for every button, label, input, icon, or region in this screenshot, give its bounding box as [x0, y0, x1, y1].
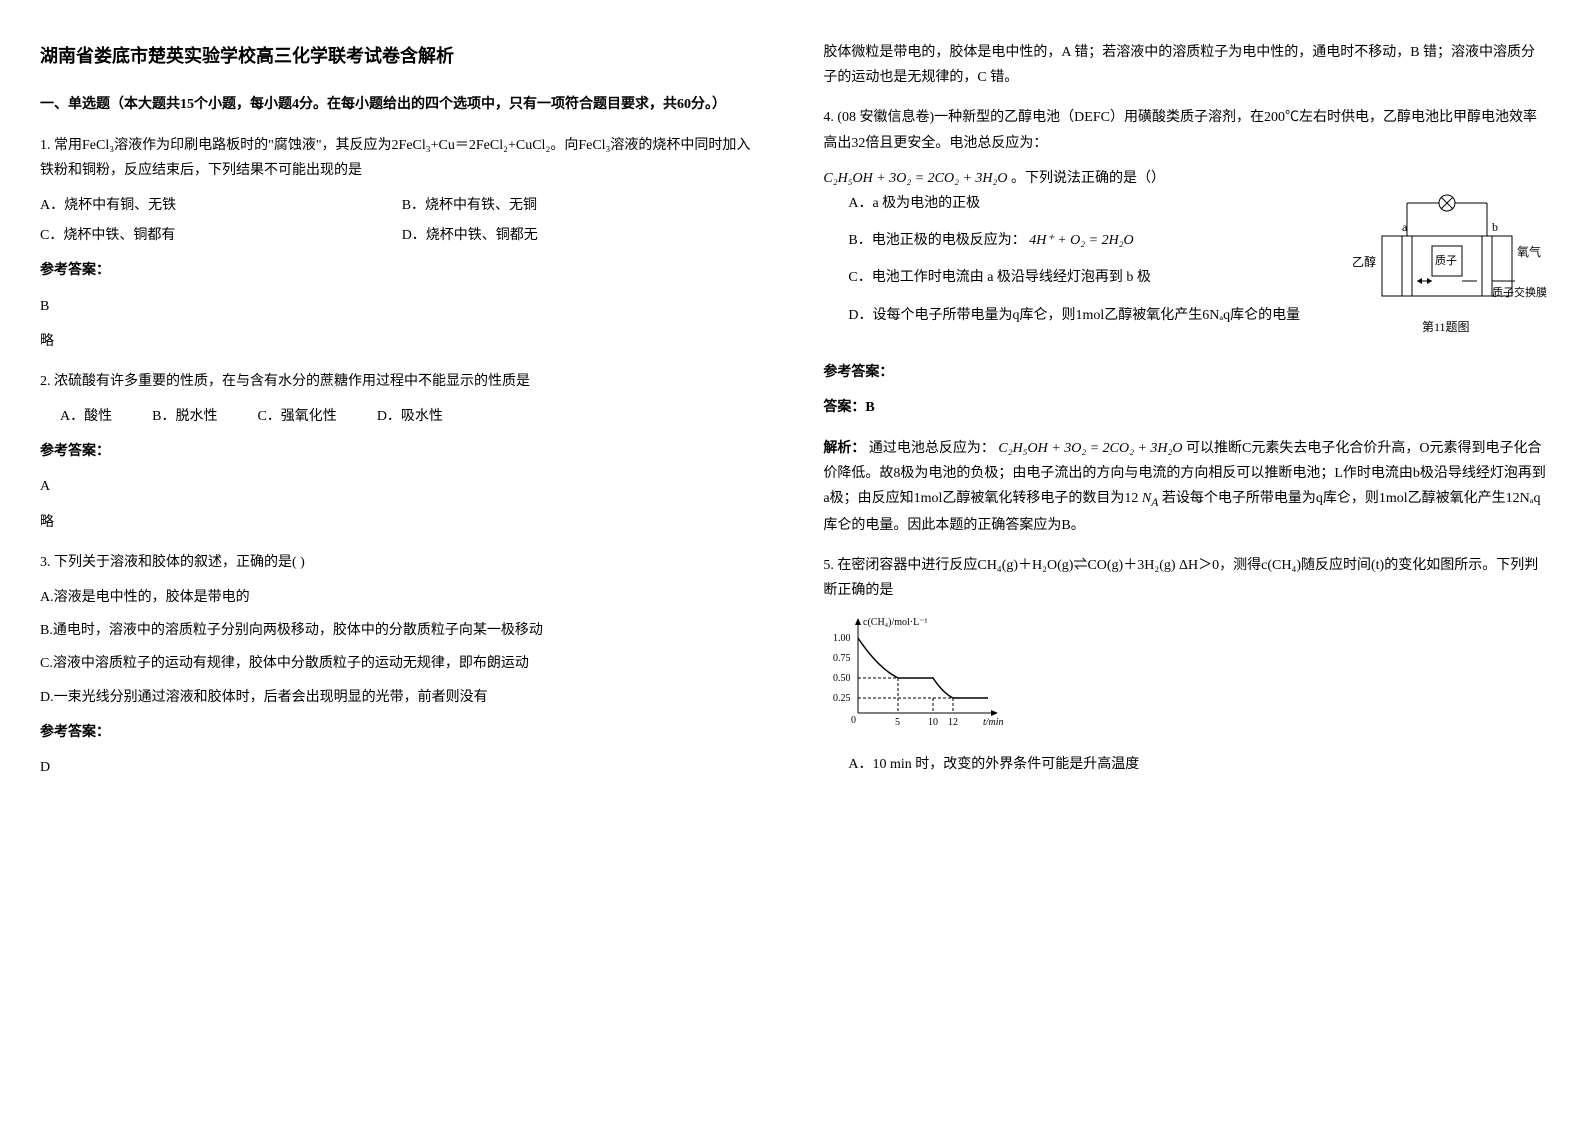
q1-answer: B	[40, 294, 763, 319]
q3-options: A.溶液是电中性的，胶体是带电的 B.通电时，溶液中的溶质粒子分别向两极移动，胶…	[40, 585, 763, 710]
q1-option-c: C．烧杯中铁、铜都有	[40, 223, 402, 248]
q1-answer-label: 参考答案：	[40, 258, 763, 283]
q4-text: 4. (08 安徽信息卷)一种新型的乙醇电池（DEFC）用磺酸类质子溶剂，在20…	[823, 105, 1546, 155]
q1-option-b: B．烧杯中有铁、无铜	[402, 193, 764, 218]
q5-chart: c(CH₄)/mol·L⁻¹ t/min 1.00 0.75 0.50 0.25…	[823, 613, 1546, 742]
q4-exp-prefix: 解析：	[823, 441, 865, 456]
q3-option-d: D.一束光线分别通过溶液和胶体时，后者会出现明显的光带，前者则没有	[40, 685, 763, 710]
chart-xlabel: t/min	[983, 717, 1004, 728]
q2-note: 略	[40, 510, 763, 535]
q1-option-d: D．烧杯中铁、铜都无	[402, 223, 764, 248]
concentration-chart: c(CH₄)/mol·L⁻¹ t/min 1.00 0.75 0.50 0.25…	[823, 613, 1023, 733]
q4-answer-label: 参考答案：	[823, 360, 1546, 385]
q3-explanation: 胶体微粒是带电的，胶体是电中性的，A 错；若溶液中的溶质粒子为电中性的，通电时不…	[823, 40, 1546, 90]
xtick-12: 12	[948, 717, 958, 728]
question-3: 3. 下列关于溶液和胶体的叙述，正确的是( ) A.溶液是电中性的，胶体是带电的…	[40, 550, 763, 780]
q4-exp-formula: C₂H₅OH + 3O₂ = 2CO₂ + 3H₂O	[998, 441, 1182, 456]
ytick-05: 0.50	[833, 673, 851, 684]
ytick-025: 0.25	[833, 693, 851, 704]
q2-option-c: C．强氧化性	[257, 404, 336, 429]
ytick-075: 0.75	[833, 653, 851, 664]
q2-answer-label: 参考答案：	[40, 439, 763, 464]
q2-option-b: B．脱水性	[152, 404, 217, 429]
q3-option-a: A.溶液是电中性的，胶体是带电的	[40, 585, 763, 610]
xtick-5: 5	[895, 717, 900, 728]
fuel-cell-diagram: a b 质子 乙醇 氧气 质子交换膜 第11题图	[1347, 191, 1547, 341]
right-column: 胶体微粒是带电的，胶体是电中性的，A 错；若溶液中的溶质粒子为电中性的，通电时不…	[823, 40, 1546, 795]
q4-option-b-formula: 4H⁺ + O₂ = 2H₂O	[1029, 233, 1133, 248]
xtick-10: 10	[928, 717, 938, 728]
document-title: 湖南省娄底市楚英实验学校高三化学联考试卷含解析	[40, 40, 763, 72]
ytick-0: 0	[851, 715, 856, 726]
ytick-1: 1.00	[833, 633, 851, 644]
q2-option-a: A．酸性	[60, 404, 112, 429]
q5-text: 5. 在密闭容器中进行反应CH₄(g)＋H₂O(g)⇌CO(g)＋3H₂(g) …	[823, 553, 1546, 603]
q2-option-d: D．吸水性	[377, 404, 443, 429]
q2-answer: A	[40, 474, 763, 499]
q4-diagram: a b 质子 乙醇 氧气 质子交换膜 第11题图	[1347, 191, 1547, 350]
diagram-a-label: a	[1402, 220, 1408, 234]
q4-answer: 答案：B	[823, 395, 1546, 420]
question-1: 1. 常用FeCl₃溶液作为印刷电路板时的"腐蚀液"，其反应为2FeCl₃+Cu…	[40, 133, 763, 354]
q4-formula-line: C₂H₅OH + 3O₂ = 2CO₂ + 3H₂O 。下列说法正确的是（）	[823, 166, 1546, 191]
q3-option-c: C.溶液中溶质粒子的运动有规律，胶体中分散质粒子的运动无规律，即布朗运动	[40, 651, 763, 676]
diagram-right-label: 氧气	[1517, 244, 1541, 259]
diagram-left-label: 乙醇	[1352, 254, 1376, 269]
q4-option-b: B．电池正极的电极反应为：	[848, 233, 1025, 248]
q3-answer: D	[40, 755, 763, 780]
q5-option-a: A．10 min 时，改变的外界条件可能是升高温度	[823, 752, 1546, 777]
diagram-center-label: 质子	[1435, 254, 1457, 267]
q4-explanation: 解析： 通过电池总反应为： C₂H₅OH + 3O₂ = 2CO₂ + 3H₂O…	[823, 436, 1546, 538]
q1-option-a: A．烧杯中有铜、无铁	[40, 193, 402, 218]
q2-options: A．酸性 B．脱水性 C．强氧化性 D．吸水性	[40, 404, 763, 429]
diagram-b-label: b	[1492, 220, 1498, 234]
q4-option-d: D．设每个电子所带电量为q库仑，则1mol乙醇被氧化产生6Nₐq库仑的电量	[823, 308, 1300, 323]
q3-answer-label: 参考答案：	[40, 720, 763, 745]
diagram-membrane-label: 质子交换膜	[1492, 285, 1547, 299]
q1-note: 略	[40, 329, 763, 354]
q4-formula-suffix: 。下列说法正确的是（）	[1011, 171, 1165, 186]
q1-options-row1: A．烧杯中有铜、无铁 B．烧杯中有铁、无铜	[40, 193, 763, 218]
q1-options-row2: C．烧杯中铁、铜都有 D．烧杯中铁、铜都无	[40, 223, 763, 248]
left-column: 湖南省娄底市楚英实验学校高三化学联考试卷含解析 一、单选题（本大题共15个小题，…	[40, 40, 763, 795]
question-4: 4. (08 安徽信息卷)一种新型的乙醇电池（DEFC）用磺酸类质子溶剂，在20…	[823, 105, 1546, 420]
question-2: 2. 浓硫酸有许多重要的性质，在与含有水分的蔗糖作用过程中不能显示的性质是 A．…	[40, 369, 763, 535]
q4-exp-na: NA	[1142, 491, 1158, 506]
question-5: 5. 在密闭容器中进行反应CH₄(g)＋H₂O(g)⇌CO(g)＋3H₂(g) …	[823, 553, 1546, 778]
q1-text: 1. 常用FeCl₃溶液作为印刷电路板时的"腐蚀液"，其反应为2FeCl₃+Cu…	[40, 133, 763, 183]
diagram-caption: 第11题图	[1422, 320, 1470, 334]
q4-exp-text1: 通过电池总反应为：	[869, 441, 995, 456]
q3-option-b: B.通电时，溶液中的溶质粒子分别向两极移动，胶体中的分散质粒子向某一极移动	[40, 618, 763, 643]
q4-formula: C₂H₅OH + 3O₂ = 2CO₂ + 3H₂O	[823, 171, 1007, 186]
q3-text: 3. 下列关于溶液和胶体的叙述，正确的是( )	[40, 550, 763, 575]
section-header: 一、单选题（本大题共15个小题，每小题4分。在每小题给出的四个选项中，只有一项符…	[40, 92, 763, 117]
q2-text: 2. 浓硫酸有许多重要的性质，在与含有水分的蔗糖作用过程中不能显示的性质是	[40, 369, 763, 394]
chart-ylabel: c(CH₄)/mol·L⁻¹	[863, 617, 928, 628]
